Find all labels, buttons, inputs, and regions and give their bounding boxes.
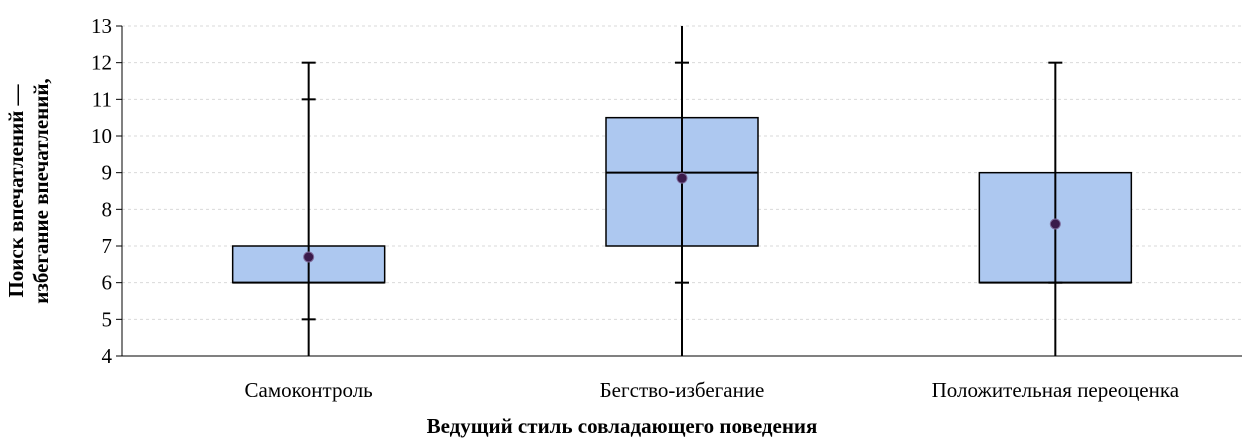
y-tick-label-13: 13 <box>91 14 112 38</box>
x-axis-title: Ведущий стиль совладающего поведения <box>427 414 818 438</box>
y-axis-title-line-2: избегание впечатлений, <box>29 78 53 303</box>
y-tick-label-12: 12 <box>91 51 112 75</box>
y-tick-label-11: 11 <box>92 87 112 111</box>
y-tick-label-6: 6 <box>102 271 113 295</box>
axes: 4 5 6 7 8 9 10 11 12 13 Самоконтроль Бегство-избега… <box>91 14 1242 402</box>
box-3 <box>978 61 1133 356</box>
mean-marker-2 <box>676 172 688 184</box>
y-tick-label-9: 9 <box>102 161 113 185</box>
category-label-1: Самоконтроль <box>245 378 373 402</box>
y-axis-title-line-1: Поиск впечатлений — <box>4 83 28 297</box>
box-series <box>231 26 1133 356</box>
y-tick-label-8: 8 <box>102 197 113 221</box>
mean-marker-3 <box>1049 218 1061 230</box>
category-label-2: Бегство-избегание <box>600 378 765 402</box>
box-2 <box>605 26 759 356</box>
box-1 <box>231 61 386 356</box>
y-tick-label-10: 10 <box>91 124 112 148</box>
y-tick-label-5: 5 <box>102 307 113 331</box>
category-label-3: Положительная переоценка <box>932 378 1180 402</box>
mean-marker-1 <box>303 251 315 263</box>
y-tick-label-4: 4 <box>102 344 113 368</box>
y-tick-label-7: 7 <box>102 234 113 258</box>
